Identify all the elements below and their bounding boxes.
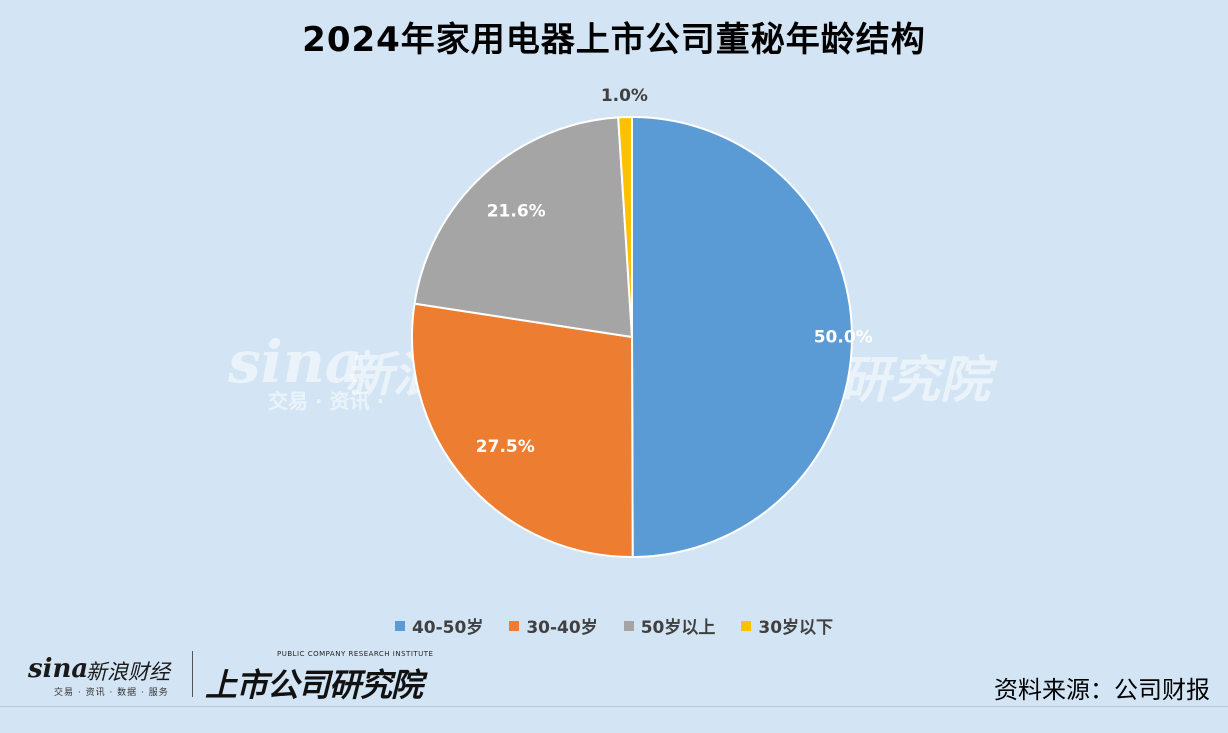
brand-tagline: 交易 · 资讯 · 数据 · 服务 bbox=[54, 688, 169, 698]
sina-finance-brand: sina 新浪财经 交易 · 资讯 · 数据 · 服务 bbox=[28, 652, 198, 698]
legend-swatch bbox=[394, 620, 405, 631]
legend-item: 40-50岁 bbox=[394, 613, 484, 638]
sina-logo: sina bbox=[28, 654, 88, 684]
institute-english-name: PUBLIC COMPANY RESEARCH INSTITUTE bbox=[277, 650, 434, 658]
legend-item: 30岁以下 bbox=[741, 613, 833, 638]
bottom-rule bbox=[0, 706, 1228, 707]
slice-label: 27.5% bbox=[476, 437, 535, 457]
legend-swatch bbox=[509, 620, 520, 631]
legend-swatch bbox=[741, 620, 752, 631]
chart-title: 2024年家用电器上市公司董秘年龄结构 bbox=[302, 20, 926, 60]
footer-divider bbox=[192, 651, 193, 697]
brand-name: 新浪财经 bbox=[86, 660, 170, 684]
slice-label: 21.6% bbox=[487, 201, 546, 221]
institute-logo: PUBLIC COMPANY RESEARCH INSTITUTE 上市公司研究… bbox=[205, 650, 433, 704]
legend-item: 30-40岁 bbox=[509, 613, 598, 638]
pie-slice-50岁以上 bbox=[413, 116, 634, 339]
slice-label: 1.0% bbox=[601, 86, 648, 106]
legend-swatch bbox=[623, 620, 634, 631]
chart-legend: 40-50岁 30-40岁 50岁以上 30岁以下 bbox=[0, 613, 1228, 638]
legend-label: 50岁以上 bbox=[640, 618, 716, 638]
institute-chinese-name: 上市公司研究院 bbox=[205, 666, 423, 704]
legend-label: 30-40岁 bbox=[526, 618, 598, 638]
pie-slice-40-50岁 bbox=[631, 115, 854, 559]
pie-slice-30-40岁 bbox=[411, 302, 634, 558]
legend-item: 50岁以上 bbox=[623, 613, 716, 638]
slice-label: 50.0% bbox=[814, 328, 873, 348]
pie-slice-30岁以下 bbox=[617, 115, 633, 338]
data-source: 资料来源：公司财报 bbox=[994, 676, 1210, 704]
sina-logo-text: sina bbox=[28, 654, 89, 684]
legend-label: 40-50岁 bbox=[411, 618, 484, 638]
legend-label: 30岁以下 bbox=[758, 618, 834, 638]
